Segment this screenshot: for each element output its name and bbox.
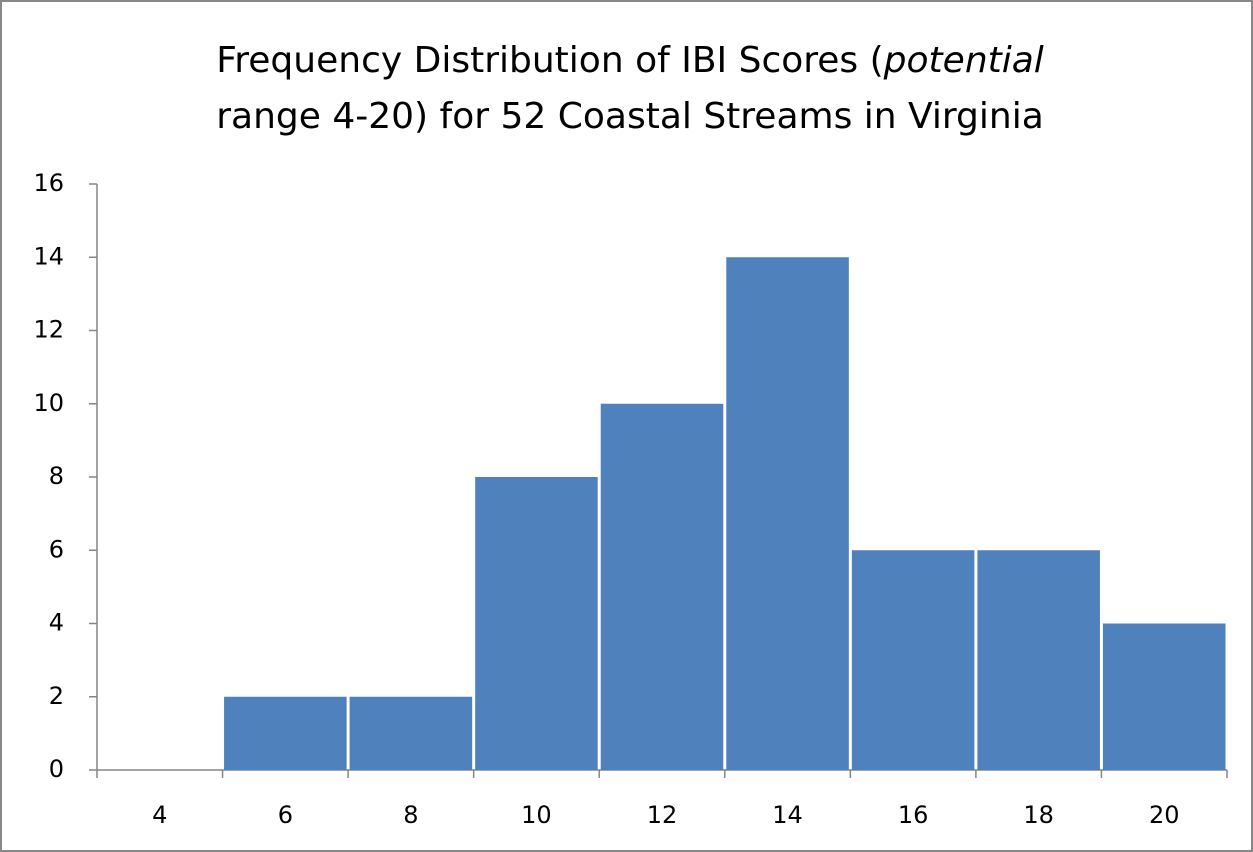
chart-title: range 4-20) for 52 Coastal Streams in Vi…: [216, 96, 1044, 137]
x-tick-label: 20: [1149, 801, 1180, 829]
bar: [1102, 623, 1226, 770]
x-tick-label: 10: [521, 801, 552, 829]
y-tick-label: 14: [33, 242, 64, 270]
y-tick-label: 12: [33, 316, 64, 344]
bar: [977, 550, 1100, 770]
x-tick-label: 16: [898, 801, 929, 829]
y-tick-label: 2: [49, 682, 64, 710]
y-tick-label: 0: [49, 755, 64, 783]
bar: [475, 477, 598, 770]
bar: [349, 696, 473, 770]
x-tick-label: 6: [278, 801, 293, 829]
y-tick-label: 10: [33, 389, 64, 417]
x-tick-label: 18: [1023, 801, 1054, 829]
x-tick-label: 12: [647, 801, 678, 829]
y-tick-label: 6: [49, 535, 64, 563]
bar: [224, 696, 347, 770]
y-tick-label: 4: [49, 609, 64, 637]
title-part: Frequency Distribution of IBI Scores (: [216, 40, 883, 81]
x-tick-label: 14: [772, 801, 803, 829]
chart-title: Frequency Distribution of IBI Scores (po…: [216, 40, 1044, 81]
x-tick-label: 8: [403, 801, 418, 829]
bar: [726, 257, 849, 770]
bar: [851, 550, 975, 770]
title-part: potential: [883, 40, 1044, 81]
y-tick-label: 16: [33, 169, 64, 197]
x-tick-label: 4: [152, 801, 167, 829]
bar: [600, 403, 724, 770]
y-tick-label: 8: [49, 462, 64, 490]
